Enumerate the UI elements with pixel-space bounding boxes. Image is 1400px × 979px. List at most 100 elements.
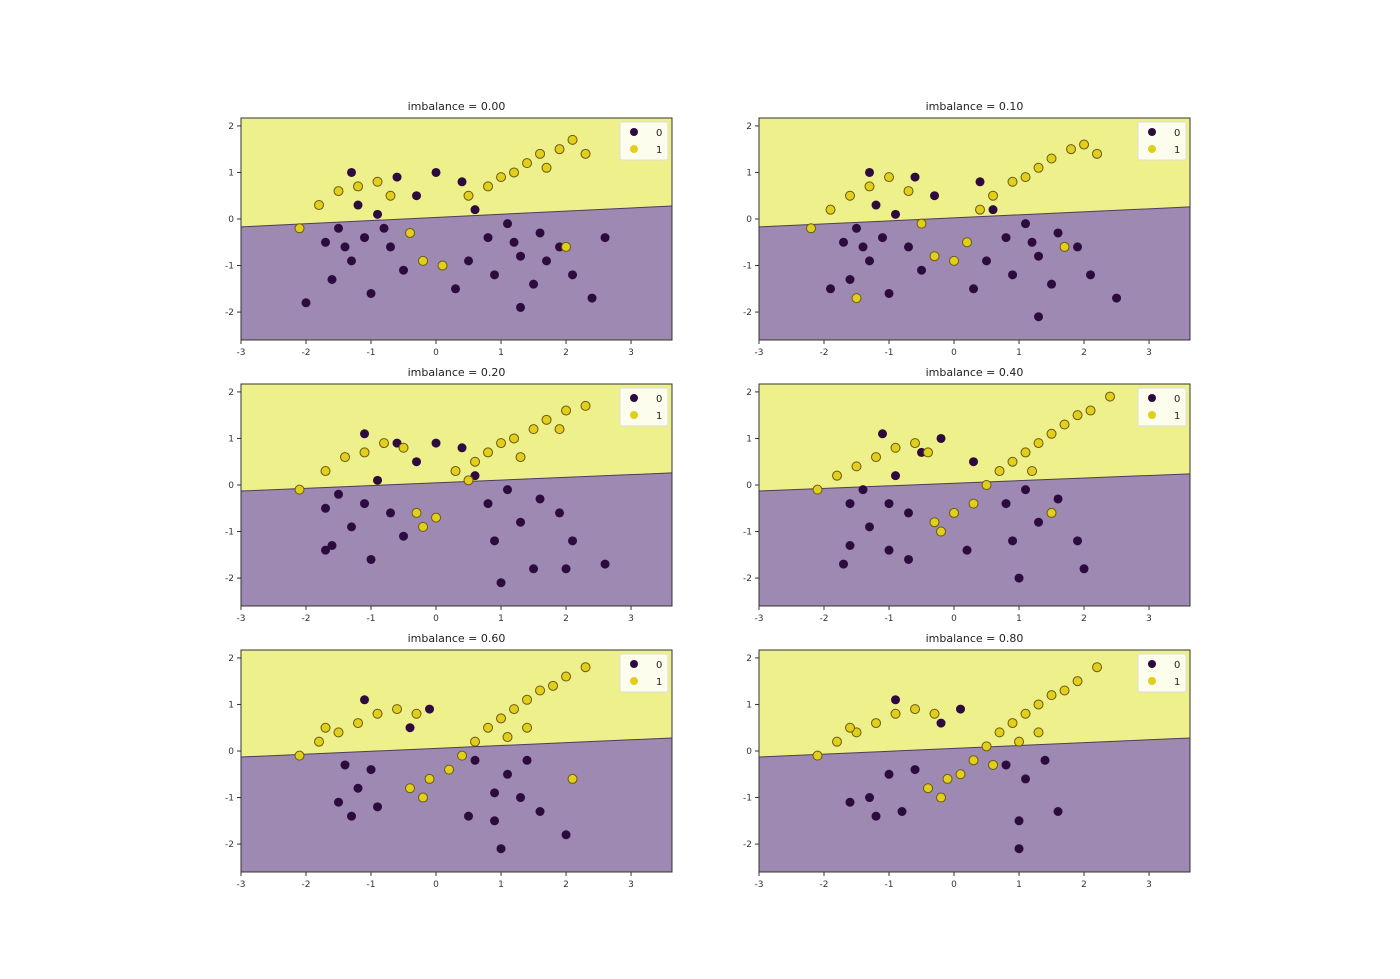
y-tick-label: -2	[743, 574, 752, 584]
point-class-0	[431, 167, 441, 177]
point-class-1	[994, 727, 1005, 738]
point-class-0	[334, 797, 344, 807]
point-class-1	[1092, 662, 1103, 673]
point-class-1	[923, 783, 934, 794]
point-class-1	[832, 470, 843, 481]
subplot-title: imbalance = 0.10	[926, 100, 1024, 113]
legend-marker-class-0	[630, 660, 638, 668]
point-class-0	[1053, 228, 1063, 238]
point-class-0	[1014, 573, 1024, 583]
point-class-1	[359, 447, 370, 458]
point-class-1	[1007, 718, 1018, 729]
point-class-1	[968, 755, 979, 766]
point-class-1	[851, 293, 862, 304]
point-class-0	[1008, 270, 1018, 280]
point-class-0	[340, 760, 350, 770]
point-class-0	[516, 251, 526, 261]
legend: 01	[619, 653, 669, 693]
point-class-1	[567, 134, 578, 145]
point-class-1	[812, 750, 823, 761]
x-tick-label: 1	[1016, 614, 1022, 624]
point-class-0	[910, 172, 920, 182]
point-class-1	[509, 433, 520, 444]
legend-marker-class-0	[1148, 660, 1156, 668]
decision-boundary	[240, 205, 673, 228]
decision-boundary	[240, 737, 673, 758]
point-class-1	[968, 498, 979, 509]
y-tick-label: -2	[743, 840, 752, 850]
point-class-1	[981, 479, 992, 490]
point-class-1	[444, 764, 455, 775]
point-class-0	[865, 167, 875, 177]
point-class-0	[399, 531, 409, 541]
point-class-0	[327, 540, 337, 550]
region-class-1	[759, 384, 1190, 492]
point-class-0	[535, 494, 545, 504]
point-class-1	[890, 708, 901, 719]
point-class-1	[884, 172, 895, 183]
x-tick-label: -1	[367, 348, 376, 358]
point-class-0	[451, 284, 461, 294]
x-tick-label: -1	[367, 614, 376, 624]
point-class-1	[372, 708, 383, 719]
point-class-0	[503, 485, 513, 495]
point-class-1	[450, 466, 461, 477]
legend-label: 0	[656, 128, 662, 139]
point-class-0	[483, 499, 493, 509]
x-tick-label: 2	[563, 880, 569, 890]
point-class-1	[929, 251, 940, 262]
point-class-1	[871, 452, 882, 463]
x-tick-label: 1	[1016, 348, 1022, 358]
y-tick-label: 1	[228, 168, 234, 178]
point-class-0	[561, 564, 571, 574]
point-class-1	[929, 517, 940, 528]
y-tick-label: 0	[228, 215, 234, 225]
point-class-1	[483, 722, 494, 733]
x-tick-label: 1	[498, 348, 504, 358]
subplot-title: imbalance = 0.00	[408, 100, 506, 113]
legend: 01	[619, 387, 669, 427]
point-class-1	[988, 759, 999, 770]
point-class-0	[826, 284, 836, 294]
point-class-1	[1079, 139, 1090, 150]
y-tick-label: -2	[225, 308, 234, 318]
point-class-0	[360, 499, 370, 509]
point-class-0	[891, 209, 901, 219]
region-class-1	[241, 118, 672, 227]
y-tick-label: 1	[746, 700, 752, 710]
legend: 01	[619, 121, 669, 161]
point-class-1	[981, 741, 992, 752]
point-class-0	[431, 438, 441, 448]
point-class-1	[890, 442, 901, 453]
point-class-0	[412, 191, 422, 201]
point-class-0	[1086, 270, 1096, 280]
x-tick-label: -2	[302, 348, 311, 358]
point-class-1	[398, 442, 409, 453]
point-class-0	[969, 457, 979, 467]
point-class-0	[884, 545, 894, 555]
point-class-0	[904, 242, 914, 252]
x-tick-label: 1	[1016, 880, 1022, 890]
point-class-1	[851, 461, 862, 472]
point-class-1	[871, 718, 882, 729]
subplot-title: imbalance = 0.20	[408, 366, 506, 379]
point-class-1	[431, 512, 442, 523]
y-tick-label: 2	[228, 122, 234, 132]
point-class-1	[1046, 153, 1057, 164]
x-tick-label: 0	[951, 880, 957, 890]
axes-frame	[240, 383, 673, 607]
point-class-1	[509, 167, 520, 178]
point-class-0	[982, 256, 992, 266]
y-tick-label: 2	[228, 388, 234, 398]
point-class-1	[994, 466, 1005, 477]
point-class-0	[1014, 816, 1024, 826]
y-tick-label: -1	[225, 528, 234, 538]
point-class-0	[373, 209, 383, 219]
x-tick-label: -2	[820, 348, 829, 358]
point-class-1	[561, 241, 572, 252]
point-class-0	[360, 695, 370, 705]
point-class-0	[529, 564, 539, 574]
point-class-0	[587, 293, 597, 303]
point-class-1	[392, 704, 403, 715]
